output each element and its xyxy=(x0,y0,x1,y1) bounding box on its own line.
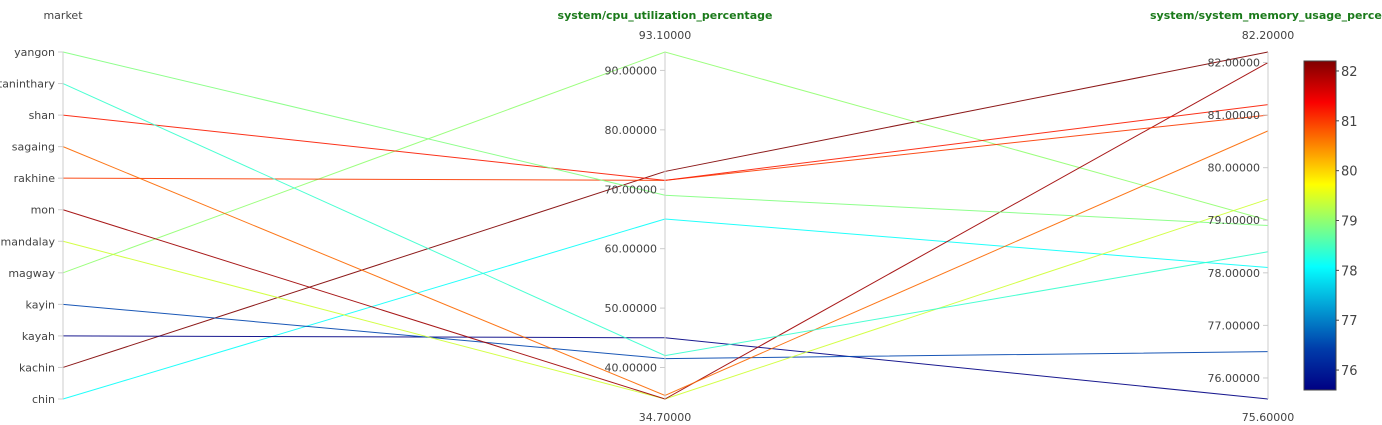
colorbar-gradient xyxy=(1303,60,1337,391)
tick-label-79.00000: 79.00000 xyxy=(1208,214,1261,227)
tick-label-sagaing: sagaing xyxy=(12,141,55,154)
axis-range-min-1: 34.70000 xyxy=(639,411,692,424)
tick-label-60.00000: 60.00000 xyxy=(605,243,658,256)
tick-label-40.00000: 40.00000 xyxy=(605,362,658,375)
colorbar-tick-label-78: 78 xyxy=(1341,264,1358,279)
tick-label-kachin: kachin xyxy=(19,361,55,374)
tick-label-kayah: kayah xyxy=(22,330,55,343)
tick-label-82.00000: 82.00000 xyxy=(1208,57,1261,70)
colorbar-tick-label-82: 82 xyxy=(1341,65,1358,80)
tick-label-rakhine: rakhine xyxy=(14,172,56,185)
tick-label-77.00000: 77.00000 xyxy=(1208,319,1261,332)
tick-label-mandalay: mandalay xyxy=(1,235,56,248)
tick-label-kayin: kayin xyxy=(26,298,55,311)
tick-label-70.00000: 70.00000 xyxy=(605,183,658,196)
axis-range-max-1: 93.10000 xyxy=(639,29,692,42)
tick-label-80.00000: 80.00000 xyxy=(605,124,658,137)
colorbar-tick-label-79: 79 xyxy=(1341,215,1358,230)
axis-title-0: market xyxy=(43,9,83,22)
axis-range-max-2: 82.20000 xyxy=(1242,29,1295,42)
tick-label-shan: shan xyxy=(29,109,55,122)
axis-title-1: system/cpu_utilization_percentage xyxy=(558,9,773,22)
tick-label-78.00000: 78.00000 xyxy=(1208,267,1261,280)
tick-label-90.00000: 90.00000 xyxy=(605,64,658,77)
colorbar-tick-label-77: 77 xyxy=(1341,314,1358,329)
axes: market chin kachin kayah kayin magway mandalay… xyxy=(0,9,1382,424)
tick-label-taninthary: taninthary xyxy=(0,78,55,91)
tick-label-magway: magway xyxy=(8,267,55,280)
tick-label-76.00000: 76.00000 xyxy=(1208,372,1261,385)
colorbar-tick-label-80: 80 xyxy=(1341,165,1358,180)
tick-label-81.00000: 81.00000 xyxy=(1208,109,1261,122)
colorbar: 82 81 80 79 78 77 76 xyxy=(1303,60,1358,391)
axis-range-min-2: 75.60000 xyxy=(1242,411,1295,424)
tick-label-chin: chin xyxy=(32,393,55,406)
colorbar-tick-label-81: 81 xyxy=(1341,115,1358,130)
tick-label-yangon: yangon xyxy=(14,46,55,59)
axis-title-2: system/system_memory_usage_percentag xyxy=(1150,9,1382,22)
tick-label-50.00000: 50.00000 xyxy=(605,302,658,315)
tick-label-mon: mon xyxy=(31,204,55,217)
colorbar-tick-label-76: 76 xyxy=(1341,364,1358,379)
tick-label-80.00000: 80.00000 xyxy=(1208,162,1261,175)
